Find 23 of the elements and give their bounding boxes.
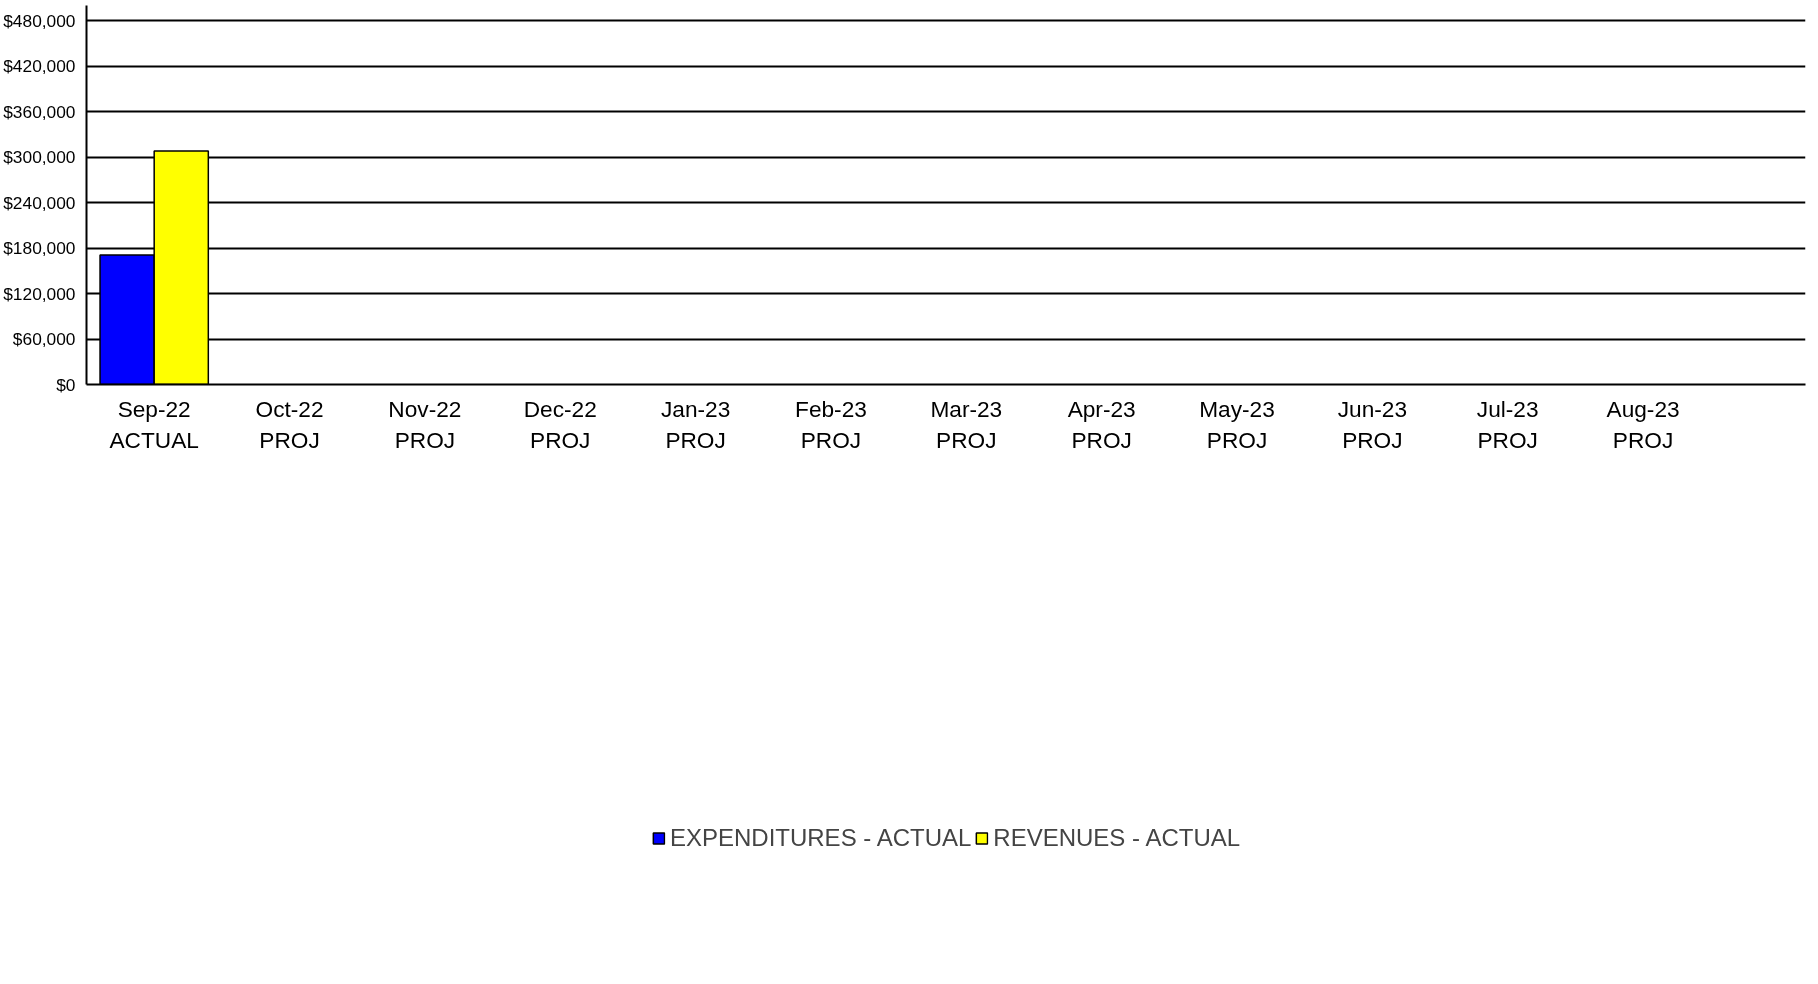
x-tick-label: May-23 PROJ (1199, 395, 1275, 453)
y-tick-label: $0 (56, 374, 76, 395)
x-tick-label: Dec-22 PROJ (523, 395, 597, 453)
x-tick-label: Nov-22 PROJ (388, 395, 462, 453)
y-tick-label: $60,000 (12, 329, 76, 350)
x-tick-label: Jun-23 PROJ (1337, 395, 1408, 453)
y-tick-label: $240,000 (3, 192, 76, 213)
y-tick-label: $300,000 (3, 147, 76, 168)
x-tick-label: Mar-23 PROJ (930, 395, 1003, 453)
y-tick-label: $120,000 (3, 283, 76, 304)
x-tick-label: Apr-23 PROJ (1067, 395, 1136, 453)
y-tick-label: $180,000 (3, 238, 76, 259)
y-tick-label: $480,000 (3, 10, 76, 31)
y-tick-label: $420,000 (3, 56, 76, 77)
legend-label: EXPENDITURES - ACTUAL (669, 824, 972, 852)
x-tick-label: Oct-22 PROJ (255, 395, 324, 453)
x-tick-label: Aug-23 PROJ (1606, 395, 1680, 453)
legend-label: REVENUES - ACTUAL (993, 824, 1241, 852)
x-tick-label: Jul-23 PROJ (1476, 395, 1539, 453)
y-tick-label: $360,000 (3, 101, 76, 122)
x-tick-label: Jan-23 PROJ (660, 395, 731, 453)
x-tick-label: Sep-22 ACTUAL (109, 395, 199, 453)
x-tick-label: Feb-23 PROJ (795, 395, 867, 453)
